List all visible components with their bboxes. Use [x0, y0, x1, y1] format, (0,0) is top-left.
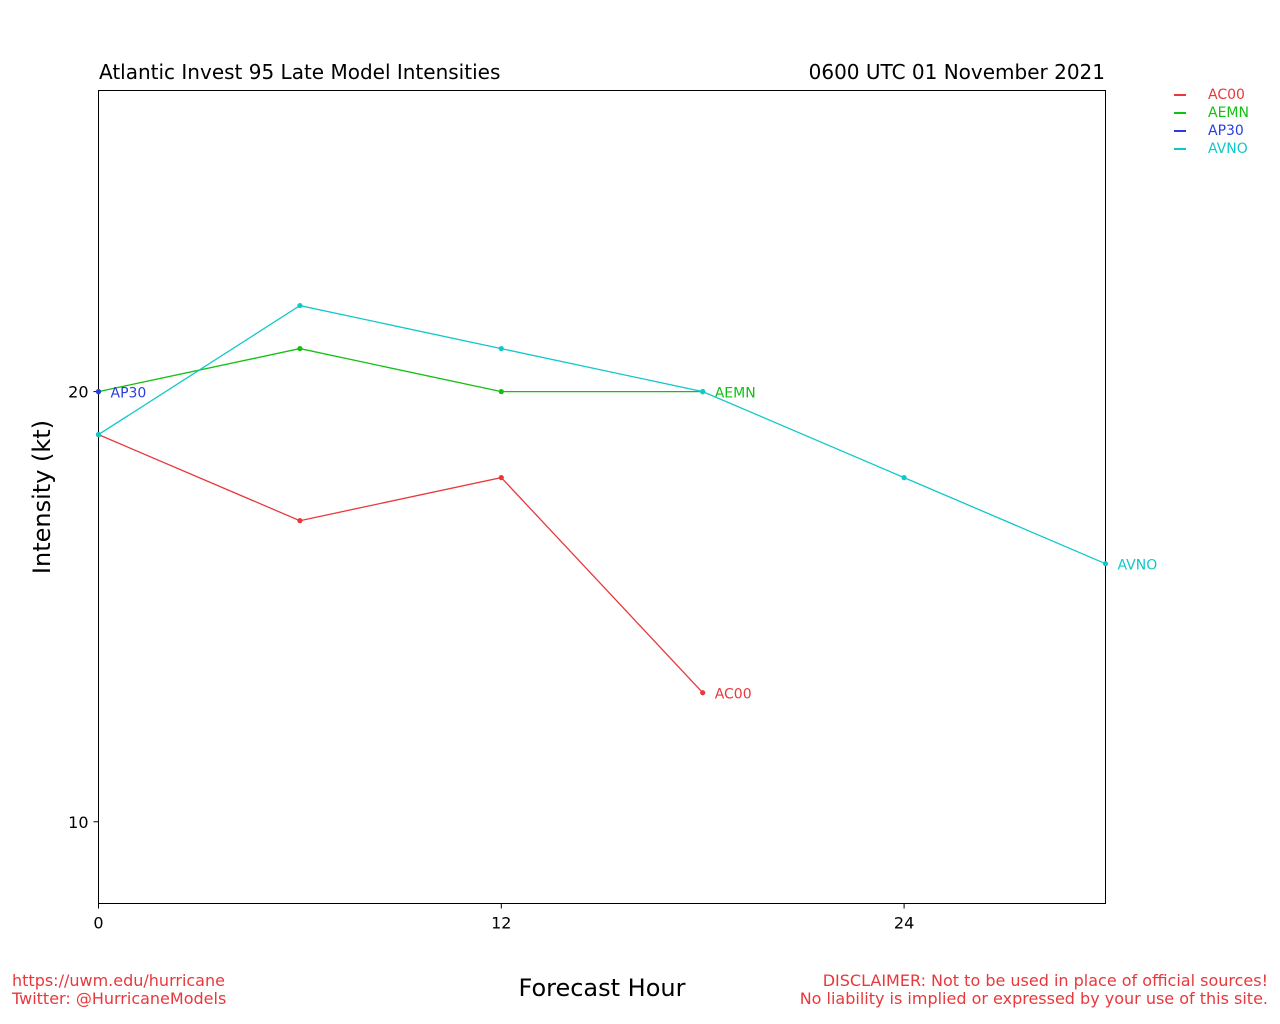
series-line-ac00	[98, 434, 704, 694]
x-tick-label: 24	[894, 914, 914, 933]
series-line-avno	[98, 304, 1106, 565]
y-tick-label: 10	[68, 813, 88, 832]
legend-item-ac00: AC00	[1174, 86, 1249, 104]
data-point-avno	[700, 389, 706, 395]
chart-date: 0600 UTC 01 November 2021	[809, 60, 1105, 84]
series-end-label-ap30: AP30	[111, 386, 147, 402]
legend-item-ap30: AP30	[1174, 122, 1249, 140]
legend: AC00 AEMN AP30 AVNO	[1174, 86, 1249, 158]
data-point-aemn	[498, 389, 504, 395]
series-ap30: AP30	[95, 386, 147, 402]
series-line-aemn	[98, 347, 703, 393]
legend-label: AVNO	[1208, 141, 1248, 157]
data-point-aemn	[297, 345, 303, 352]
legend-swatch	[1174, 148, 1186, 150]
data-point-ac00	[700, 690, 706, 696]
data-point-ap30	[95, 389, 102, 395]
disclaimer-line-2: No liability is implied or expressed by …	[799, 989, 1268, 1008]
legend-item-aemn: AEMN	[1174, 104, 1249, 122]
y-axis-label: Intensity (kt)	[28, 420, 56, 574]
series-avno: AVNO	[95, 302, 1158, 574]
series-end-label-aemn: AEMN	[715, 386, 756, 402]
data-point-avno	[95, 432, 102, 438]
series-ac00: AC00	[95, 432, 752, 703]
axis-ticks: 0 12 24 10 20	[68, 383, 914, 933]
x-axis-label: Forecast Hour	[519, 974, 686, 1002]
series-end-label-avno: AVNO	[1118, 558, 1158, 574]
series-lines: AC00 AEMN AP30 AVNO	[95, 302, 1158, 703]
legend-label: AC00	[1208, 87, 1245, 103]
footer-links: https://uwm.edu/hurricane Twitter: @Hurr…	[12, 972, 226, 1008]
data-point-ac00	[498, 475, 504, 481]
data-point-avno	[901, 475, 907, 481]
data-point-avno	[297, 302, 303, 309]
series-end-label-ac00: AC00	[715, 687, 752, 703]
x-tick-label: 12	[491, 914, 511, 933]
series-aemn: AEMN	[95, 345, 756, 402]
legend-swatch	[1174, 112, 1186, 114]
legend-swatch	[1174, 130, 1186, 132]
plot-frame	[98, 90, 1106, 904]
chart-title: Atlantic Invest 95 Late Model Intensitie…	[99, 60, 500, 84]
footer-twitter[interactable]: Twitter: @HurricaneModels	[12, 989, 227, 1008]
footer-disclaimer: DISCLAIMER: Not to be used in place of o…	[800, 972, 1268, 1008]
legend-swatch	[1174, 94, 1186, 96]
data-point-ac00	[297, 518, 303, 524]
footer-url[interactable]: https://uwm.edu/hurricane	[12, 971, 225, 990]
data-point-avno	[1102, 561, 1109, 567]
legend-item-avno: AVNO	[1174, 140, 1249, 158]
y-tick-label: 20	[68, 383, 88, 402]
data-point-avno	[498, 345, 504, 352]
legend-label: AEMN	[1208, 105, 1249, 121]
disclaimer-line-1: DISCLAIMER: Not to be used in place of o…	[822, 971, 1268, 990]
legend-label: AP30	[1208, 123, 1244, 139]
x-tick-label: 0	[93, 914, 103, 933]
